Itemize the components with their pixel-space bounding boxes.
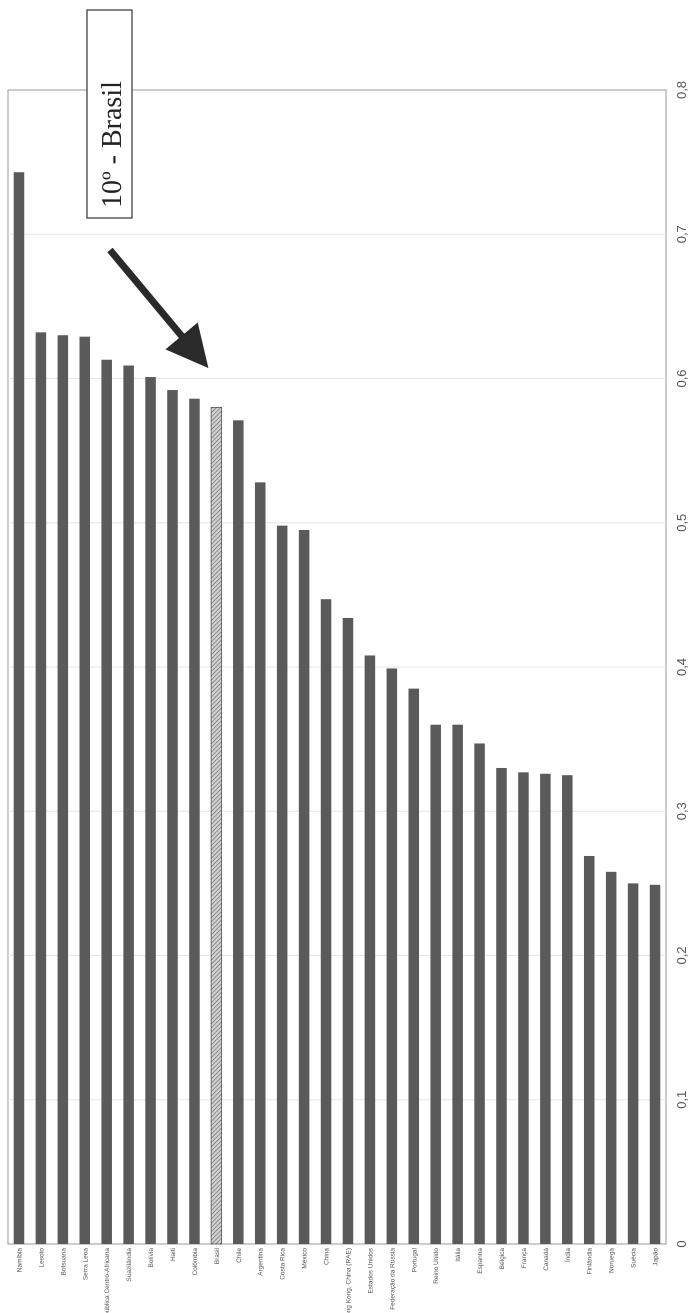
category-label: Noruega bbox=[609, 1248, 616, 1273]
bar bbox=[386, 668, 398, 1244]
bar bbox=[145, 377, 156, 1244]
bar bbox=[583, 855, 595, 1244]
category-label: China bbox=[324, 1248, 331, 1265]
category-label: Portugal bbox=[411, 1247, 418, 1272]
category-label: Botsuana bbox=[60, 1248, 67, 1276]
bar bbox=[13, 172, 25, 1244]
category-label: Canadá bbox=[543, 1248, 550, 1271]
category-label: Federação da Rússia bbox=[389, 1248, 396, 1310]
value-tick-label: 0,3 bbox=[674, 802, 689, 820]
value-axis-ticks: 0 0,1 0,2 0,3 0,4 0,5 0,6 0,7 0,8 bbox=[674, 81, 689, 1248]
annotation-arrow bbox=[107, 247, 209, 369]
bar bbox=[123, 365, 134, 1245]
bar bbox=[342, 617, 354, 1244]
category-label: Costa Rica bbox=[280, 1248, 287, 1280]
bar bbox=[627, 883, 639, 1244]
value-tick-label: 0,6 bbox=[674, 369, 689, 387]
bar-highlighted bbox=[210, 406, 223, 1245]
category-label: Lesoto bbox=[38, 1248, 45, 1268]
annotation-box bbox=[86, 9, 133, 219]
bar bbox=[518, 772, 529, 1244]
bar bbox=[254, 482, 266, 1244]
category-label: República Centro-Africana bbox=[104, 1248, 111, 1313]
bar bbox=[35, 332, 47, 1245]
category-label: Suazilândia bbox=[126, 1248, 133, 1282]
bar bbox=[408, 688, 420, 1244]
bar bbox=[276, 525, 288, 1244]
value-tick-label: 0,5 bbox=[674, 514, 689, 532]
category-label: Índia bbox=[563, 1248, 572, 1262]
category-label: Estados Unidos bbox=[367, 1247, 374, 1293]
category-label: Colômbia bbox=[192, 1248, 199, 1276]
category-label: Reino Unido bbox=[433, 1248, 440, 1284]
annotation: 10º - Brasil bbox=[86, 9, 209, 369]
bar bbox=[562, 775, 573, 1244]
category-label: Suécia bbox=[631, 1248, 638, 1268]
category-label: Argentina bbox=[258, 1248, 265, 1276]
value-tick-label: 0,1 bbox=[674, 1091, 689, 1109]
bar bbox=[430, 724, 441, 1244]
bar bbox=[298, 529, 310, 1244]
category-label: Bélgica bbox=[499, 1248, 506, 1270]
value-tick-label: 0,2 bbox=[674, 946, 689, 964]
bars bbox=[13, 172, 661, 1245]
bar bbox=[496, 767, 507, 1244]
value-tick-label: 0,8 bbox=[674, 81, 689, 99]
bar bbox=[649, 884, 661, 1244]
category-label: Japão bbox=[653, 1248, 660, 1266]
grid-lines bbox=[8, 233, 666, 1101]
bar bbox=[233, 420, 244, 1244]
category-label: Namíbia bbox=[16, 1248, 23, 1273]
bar bbox=[320, 599, 332, 1244]
bar bbox=[57, 335, 69, 1245]
category-label: Finlândia bbox=[587, 1248, 594, 1275]
category-label: Chile bbox=[236, 1248, 243, 1263]
category-label: Brasil bbox=[214, 1247, 221, 1264]
category-label: Bolívia bbox=[148, 1248, 155, 1268]
bar bbox=[364, 655, 376, 1244]
category-label: Hong Kong, China (RAE) bbox=[345, 1248, 352, 1313]
bar bbox=[167, 390, 178, 1244]
bar bbox=[189, 398, 200, 1244]
value-tick-label: 0,7 bbox=[674, 225, 689, 243]
category-labels: Namíbia Lesoto Botsuana Serra Leoa República… bbox=[16, 1247, 659, 1313]
annotation-text: 10º - Brasil bbox=[97, 81, 128, 208]
bar bbox=[474, 743, 485, 1244]
value-tick-label: 0,4 bbox=[674, 658, 689, 676]
category-label: México bbox=[302, 1248, 309, 1269]
category-label: Espanha bbox=[477, 1248, 484, 1274]
category-label: Serra Leoa bbox=[82, 1248, 89, 1281]
bar bbox=[540, 773, 551, 1244]
category-label: Haiti bbox=[170, 1248, 177, 1261]
bar bbox=[101, 359, 112, 1244]
bar bbox=[605, 871, 617, 1244]
category-label: França bbox=[521, 1248, 528, 1269]
plot-area: 0 0,1 0,2 0,3 0,4 0,5 0,6 0,7 0,8 Namíbia Lesoto B… bbox=[7, 81, 689, 1313]
category-label: Itália bbox=[455, 1248, 462, 1262]
bar bbox=[79, 336, 91, 1245]
value-tick-label: 0 bbox=[674, 1240, 689, 1247]
bar bbox=[452, 724, 463, 1244]
